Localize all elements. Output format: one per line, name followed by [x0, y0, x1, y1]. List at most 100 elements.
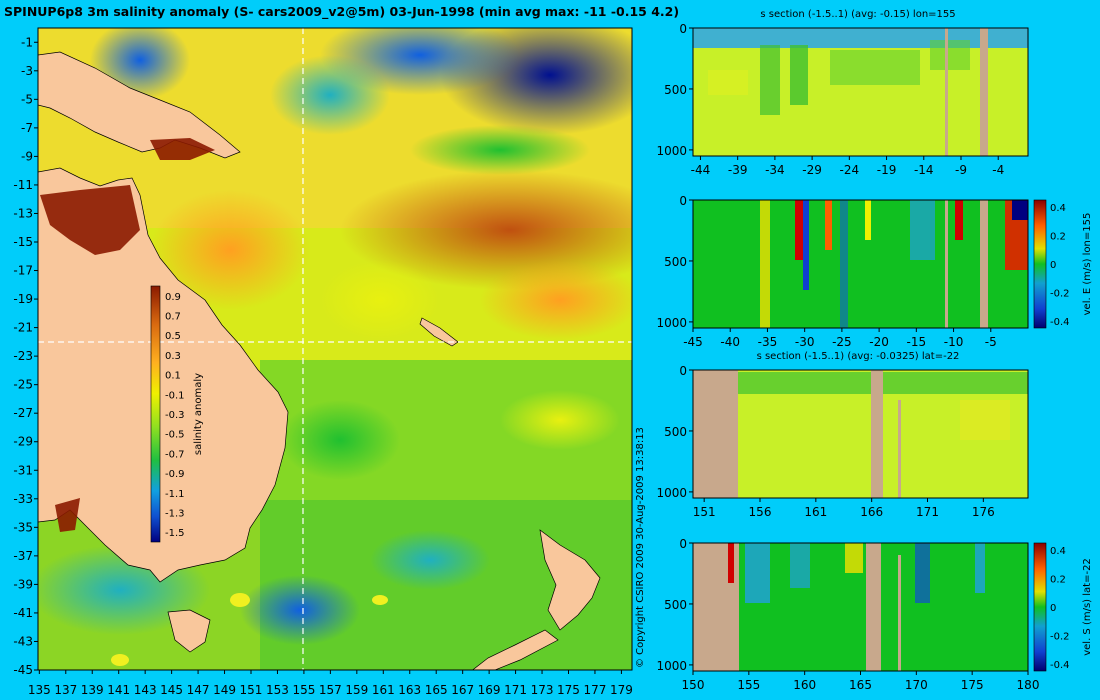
map-x-tick-label: 153 [266, 683, 289, 697]
map-y-tick-label: -25 [13, 378, 33, 392]
section-x-tick-label: 160 [793, 678, 816, 692]
section-x-tick-label: 166 [860, 505, 883, 519]
section-x-tick-label: -9 [955, 163, 967, 177]
velocity-colorbar-tick-label: 0.4 [1050, 203, 1066, 214]
panel4-colorbar-label: vel. S (m/s) lat=-22 [1082, 558, 1093, 656]
map-y-tick-label: -37 [13, 549, 33, 563]
map-colorbar-tick-label: -0.3 [165, 410, 185, 421]
map-y-tick-label: -29 [13, 435, 33, 449]
map-blob [500, 390, 620, 450]
map-x-tick-label: 169 [478, 683, 501, 697]
map-x-tick-label: 137 [54, 683, 77, 697]
section-x-tick-label: 165 [849, 678, 872, 692]
map-colorbar-ticks: 0.9 0.7 0.5 0.3 0.1 -0.1 -0.3 -0.5 -0.7 -0.9 -1.1 -… [165, 292, 185, 539]
velocity-colorbar-tick-label: 0 [1050, 603, 1056, 614]
panel3-ticks: 151 156 161 166 171 176 0 500 1000 [656, 364, 994, 519]
map-frame [37, 27, 633, 671]
map-y-tick-label: -33 [13, 492, 33, 506]
velocity-colorbar-tick-label: 0 [1050, 260, 1056, 271]
map-colorbar-tick-label: -0.1 [165, 390, 185, 401]
panel2-colorbar-ticks: 0.4 0.2 0 -0.2 -0.4 [1050, 203, 1070, 328]
map-y-tick-label: -21 [13, 321, 33, 335]
map-blob [480, 260, 632, 340]
panel1-title: s section (-1.5..1) (avg: -0.15) lon=155 [760, 9, 955, 20]
map-blob [280, 400, 400, 480]
map-x-tick-label: 157 [319, 683, 342, 697]
map-y-tick-label: -19 [13, 292, 33, 306]
map-blob [372, 595, 388, 605]
map-y-tick-label: -11 [13, 178, 33, 192]
map-y-tick-label: -17 [13, 264, 33, 278]
map-y-tick-label: -23 [13, 349, 33, 363]
map-y-tick-label: -39 [13, 577, 33, 591]
section-x-tick-label: 150 [682, 678, 705, 692]
map-x-tick-label: 145 [160, 683, 183, 697]
map-y-tick-label: -43 [13, 634, 33, 648]
section-y-tick-label: 0 [679, 194, 687, 208]
section-x-tick-label: -39 [728, 163, 748, 177]
section-x-tick-label: 155 [737, 678, 760, 692]
map-colorbar-tick-label: 0.1 [165, 371, 181, 382]
map-x-tick-label: 173 [531, 683, 554, 697]
section-x-tick-label: 161 [804, 505, 827, 519]
map-y-tick-labels: -1 -3 -5 -7 -9 -11 -13 -15 -17 -19 -21 -23 -25 -27 -29… [13, 35, 38, 677]
australia-land [38, 167, 289, 583]
map-colorbar-tick-label: 0.7 [165, 312, 181, 323]
map-x-tick-label: 149 [213, 683, 236, 697]
map-colorbar-tick-label: -0.7 [165, 449, 185, 460]
map-colorbar-label: salinity anomaly [193, 373, 204, 455]
map-y-tick-label: -41 [13, 606, 33, 620]
map-colorbar-tick-label: 0.9 [165, 292, 181, 303]
map-colorbar-tick-label: -0.9 [165, 469, 185, 480]
section-x-tick-label: -25 [832, 335, 852, 349]
map-colorbar-tick-label: -1.1 [165, 489, 185, 500]
section-x-tick-label: 170 [905, 678, 928, 692]
velocity-colorbar-tick-label: 0.4 [1050, 546, 1066, 557]
panel2-frame [692, 199, 1029, 329]
velocity-colorbar-tick-label: -0.2 [1050, 288, 1070, 299]
section-x-tick-label: -45 [683, 335, 703, 349]
section-x-tick-label: -40 [720, 335, 740, 349]
new-zealand-south-land [472, 629, 559, 670]
section-x-tick-label: -30 [795, 335, 815, 349]
map-blob [55, 498, 80, 532]
section-x-tick-label: -44 [691, 163, 711, 177]
section-x-tick-label: -19 [877, 163, 897, 177]
section-y-tick-label: 0 [679, 537, 687, 551]
map-x-tick-label: 175 [557, 683, 580, 697]
map-x-tick-label: 151 [240, 683, 263, 697]
panel2-plot [693, 200, 1028, 328]
panel4-plot [693, 543, 1028, 671]
map-blob [270, 55, 390, 135]
section-x-tick-label: -24 [840, 163, 860, 177]
panel3-title: s section (-1.5..1) (avg: -0.0325) lat=-… [757, 351, 960, 362]
map-y-tick-label: -5 [21, 92, 33, 106]
section-x-tick-label: -10 [944, 335, 964, 349]
map-y-tick-label: -7 [21, 121, 33, 135]
map-x-tick-label: 159 [345, 683, 368, 697]
section-x-tick-label: -15 [907, 335, 927, 349]
section-x-tick-label: -20 [869, 335, 889, 349]
section-x-tick-label: 151 [693, 505, 716, 519]
map-x-tick-label: 163 [398, 683, 421, 697]
section-x-tick-label: -14 [914, 163, 934, 177]
map-y-tick-label: -45 [13, 663, 33, 677]
section-x-tick-label: -34 [765, 163, 785, 177]
map-x-tick-label: 135 [28, 683, 51, 697]
section-y-tick-label: 1000 [656, 659, 687, 673]
map-y-tick-label: -15 [13, 235, 33, 249]
map-colorbar-tick-label: 0.5 [165, 331, 181, 342]
map-blob [150, 138, 215, 160]
section-y-tick-label: 1000 [656, 144, 687, 158]
map-x-tick-label: 171 [504, 683, 527, 697]
map-x-tick-label: 177 [584, 683, 607, 697]
panel1-plot [693, 28, 1028, 156]
panel2-colorbar-gradient [1033, 199, 1047, 329]
salinity-map [38, 28, 632, 670]
panel3-frame [692, 369, 1029, 499]
panel2-ticks: -45 -40 -35 -30 -25 -20 -15 -10 -5 0 500 1000 [656, 194, 996, 349]
map-blob [320, 260, 440, 340]
map-blob [111, 654, 129, 666]
tasmania-land [167, 609, 211, 653]
